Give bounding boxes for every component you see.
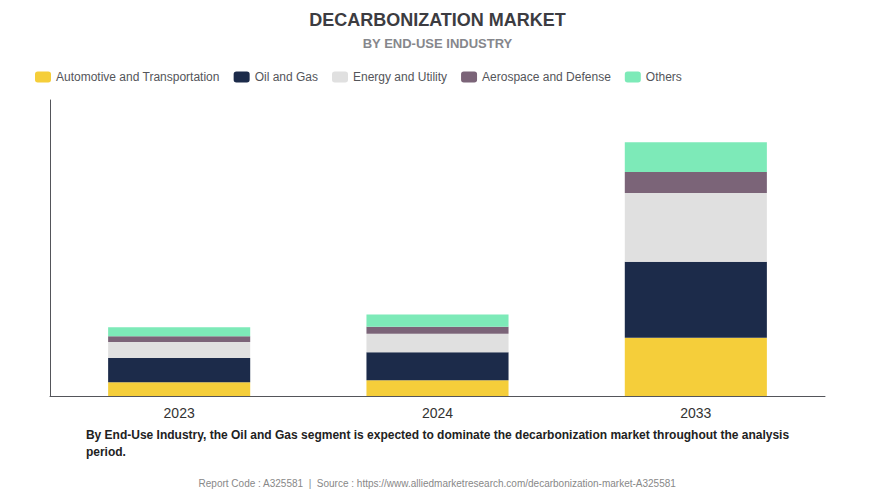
svg-text:BY END-USE INDUSTRY: BY END-USE INDUSTRY xyxy=(363,36,513,51)
svg-text:By End-Use Industry, the Oil a: By End-Use Industry, the Oil and Gas seg… xyxy=(86,428,790,442)
svg-text:Energy and Utility: Energy and Utility xyxy=(353,70,447,84)
svg-text:DECARBONIZATION MARKET: DECARBONIZATION MARKET xyxy=(309,10,566,30)
svg-text:Oil and Gas: Oil and Gas xyxy=(255,70,318,84)
svg-text:2033: 2033 xyxy=(680,405,711,421)
svg-text:2024: 2024 xyxy=(422,405,453,421)
svg-text:Aerospace and Defense: Aerospace and Defense xyxy=(482,70,611,84)
svg-text:period.: period. xyxy=(86,445,126,459)
svg-text:Others: Others xyxy=(646,70,682,84)
svg-text:2023: 2023 xyxy=(164,405,195,421)
svg-text:Automotive and Transportation: Automotive and Transportation xyxy=(56,70,219,84)
svg-text:Report Code : A325581 | Sour: Report Code : A325581 | Source : https:/… xyxy=(199,478,677,489)
